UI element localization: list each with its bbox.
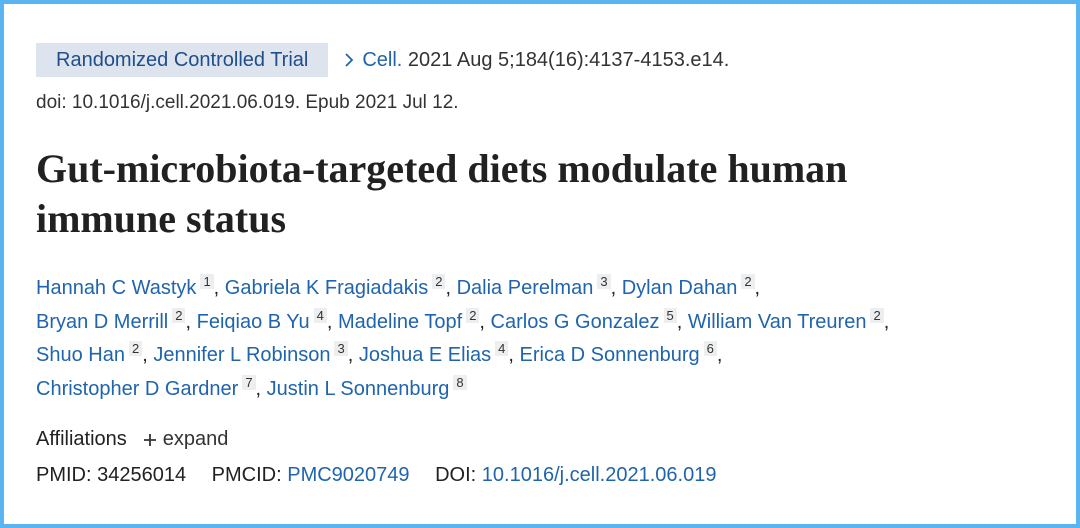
author-name[interactable]: Bryan D Merrill <box>36 310 169 333</box>
author-name[interactable]: William Van Treuren <box>687 310 867 333</box>
pmid: 34256014 <box>97 464 187 486</box>
doi-link[interactable]: 10.1016/j.cell.2021.06.019 <box>481 464 717 486</box>
author-separator: , <box>142 344 148 366</box>
author-separator: , <box>445 277 452 299</box>
author-separator: , <box>716 344 723 366</box>
author-name[interactable]: Christopher D Gardner <box>36 377 239 400</box>
author-separator: , <box>508 344 514 366</box>
author-separator: , <box>676 310 683 333</box>
identifiers: PMID: 34256014 PMCID: PMC9020749 DOI: 10… <box>36 464 716 487</box>
author-name[interactable]: Madeline Topf <box>338 310 463 333</box>
expand-link[interactable]: expand <box>162 428 229 450</box>
affiliation-number[interactable]: 2 <box>172 307 186 323</box>
affiliation-number[interactable]: 2 <box>128 341 143 356</box>
affiliation-number[interactable]: 6 <box>703 341 717 356</box>
affiliation-number[interactable]: 2 <box>432 274 446 289</box>
author-name[interactable]: Justin L Sonnenburg <box>266 377 450 400</box>
author-separator: , <box>754 277 761 299</box>
author-name[interactable]: Hannah C Wastyk <box>36 277 197 299</box>
affiliation-number[interactable]: 2 <box>466 307 480 323</box>
affiliations: Affiliations expand <box>36 428 228 451</box>
affiliation-number[interactable]: 3 <box>597 274 611 289</box>
author-separator: , <box>185 310 192 333</box>
author-name[interactable]: Dalia Perelman <box>456 277 594 299</box>
citation-details: 2021 Aug 5;184(16):4137-4153.e14. <box>407 48 730 71</box>
author-list: Hannah C Wastyk 1, Gabriela K Fragiadakis… <box>36 272 889 406</box>
pmcid-label: PMCID: <box>211 464 282 486</box>
author-name[interactable]: Joshua E Elias <box>358 344 492 366</box>
affiliation-number[interactable]: 2 <box>741 274 755 289</box>
author-name[interactable]: Jennifer L Robinson <box>153 344 331 366</box>
author-line: Shuo Han 2, Jennifer L Robinson 3, Joshua … <box>36 339 889 373</box>
doi-label: DOI: <box>435 464 477 486</box>
author-line: Hannah C Wastyk 1, Gabriela K Fragiadakis… <box>36 272 889 306</box>
author-separator: , <box>347 344 354 366</box>
author-line: Christopher D Gardner 7, Justin L Sonnenb… <box>36 373 889 407</box>
author-name[interactable]: Gabriela K Fragiadakis <box>224 277 429 299</box>
publication-type: Randomized Controlled Trial <box>36 43 329 77</box>
affiliation-number[interactable]: 1 <box>200 274 214 289</box>
author-separator: , <box>610 277 617 299</box>
author-separator: , <box>479 310 485 333</box>
author-separator: , <box>213 277 220 299</box>
author-line: Bryan D Merrill 2, Feiqiao B Yu 4, Madelin… <box>36 306 889 340</box>
pmid-label: PMID: <box>36 464 92 486</box>
affiliation-number[interactable]: 3 <box>334 341 348 356</box>
chevron-icon <box>345 53 354 67</box>
affiliation-number[interactable]: 5 <box>663 307 677 323</box>
affiliation-number[interactable]: 4 <box>495 341 509 356</box>
author-name[interactable]: Shuo Han <box>36 344 125 366</box>
author-name[interactable]: Dylan Dahan <box>621 277 738 299</box>
doi-line: doi: 10.1016/j.cell.2021.06.019. Epub 20… <box>36 92 459 113</box>
author-name[interactable]: Erica D Sonnenburg <box>519 344 700 366</box>
affiliation-number[interactable]: 7 <box>242 374 256 390</box>
affiliation-number[interactable]: 8 <box>453 374 467 390</box>
affiliation-number[interactable]: 4 <box>313 307 327 323</box>
affiliation-number[interactable]: 2 <box>870 307 884 323</box>
plus-icon[interactable] <box>143 433 157 447</box>
citation-row: Randomized Controlled Trial Cell. 2021 A… <box>36 43 729 77</box>
author-separator: , <box>883 310 890 333</box>
journal-link[interactable]: Cell. <box>362 48 403 71</box>
author-separator: , <box>255 377 262 400</box>
article-title: Gut-microbiota-targeted diets modulate h… <box>36 146 848 241</box>
affiliations-label: Affiliations <box>36 428 127 450</box>
author-name[interactable]: Carlos G Gonzalez <box>490 310 660 333</box>
author-name[interactable]: Feiqiao B Yu <box>196 310 310 333</box>
author-separator: , <box>326 310 333 333</box>
pmcid-link[interactable]: PMC9020749 <box>287 464 410 486</box>
